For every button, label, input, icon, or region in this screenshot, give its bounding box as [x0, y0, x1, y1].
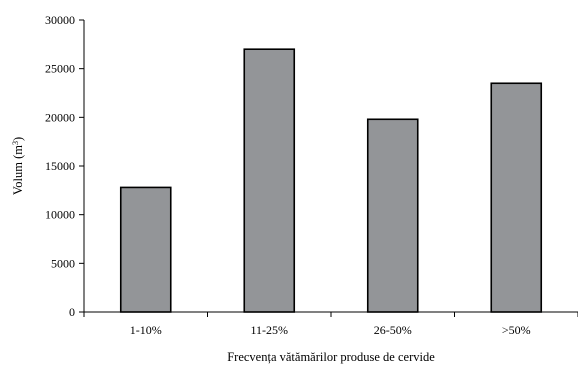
y-axis-title-main: Volum (m: [11, 145, 25, 195]
y-tick-label: 5000: [51, 256, 75, 270]
bar-3: [366, 118, 419, 313]
x-tick-label: 26-50%: [374, 323, 412, 337]
y-tick-label: 0: [69, 305, 75, 319]
y-tick-label: 15000: [45, 159, 75, 173]
y-axis-title-end: ): [11, 137, 25, 141]
y-tick-label: 10000: [45, 208, 75, 222]
bar-1: [119, 186, 172, 313]
y-tick-label: 30000: [45, 13, 75, 27]
bar-4: [490, 82, 543, 313]
x-tick-label: 11-25%: [250, 323, 288, 337]
y-ticks-group: 0 5000 10000 15000 20000 25000 30000: [45, 13, 84, 319]
y-tick-label: 20000: [45, 110, 75, 124]
y-axis-title-superscript: 3: [11, 141, 20, 145]
bar-2: [243, 48, 296, 313]
x-axis-title: Frecvența vătămărilor produse de cervide: [227, 350, 435, 364]
x-tick-label: >50%: [502, 323, 531, 337]
x-tick-label: 1-10%: [130, 323, 162, 337]
y-axis-title: Volum (m3): [11, 137, 26, 195]
y-tick-label: 25000: [45, 62, 75, 76]
x-ticks-group: 1-10% 11-25% 26-50% >50%: [83, 312, 578, 337]
bars-group: [119, 48, 543, 313]
